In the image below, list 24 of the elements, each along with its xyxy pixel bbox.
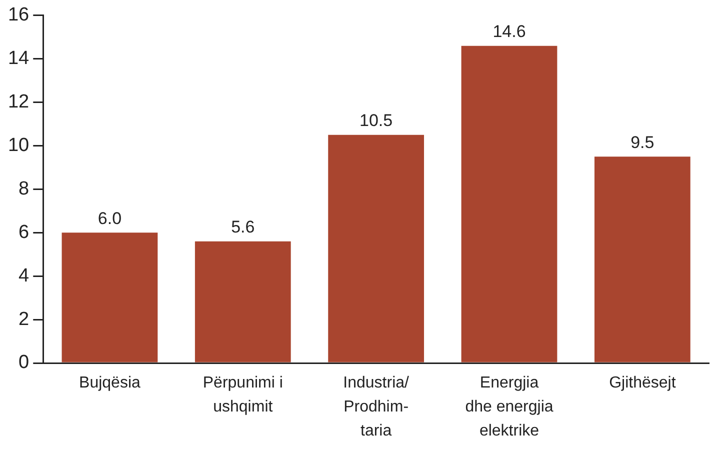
x-tick-label: Bujqësia [79, 374, 141, 392]
y-tick-label: 0 [18, 352, 30, 374]
x-tick-label: Industria/ Prodhim- taria [343, 374, 410, 440]
y-tick-label: 2 [18, 308, 30, 330]
bar [461, 46, 558, 362]
x-tick-label: Energjia dhe energjia elektrike [465, 374, 554, 440]
data-label: 9.5 [630, 132, 654, 152]
y-tick-label: 10 [8, 134, 30, 156]
bar [328, 134, 424, 362]
y-tick-label: 4 [18, 265, 30, 286]
data-label: 14.6 [492, 22, 526, 41]
bar [594, 156, 690, 362]
y-tick-label: 14 [8, 48, 30, 70]
bar [194, 241, 291, 362]
y-tick-label: 6 [18, 222, 30, 243]
y-tick-label: 12 [8, 92, 30, 113]
data-label: 5.6 [231, 218, 255, 237]
x-tick-label: Përpunimi i ushqimit [202, 374, 283, 416]
data-label: 10.5 [360, 111, 393, 130]
data-label: 6.0 [98, 208, 122, 228]
x-tick-label: Gjithësejt [609, 374, 676, 392]
bar [62, 232, 158, 362]
y-tick-label: 16 [8, 4, 30, 26]
y-tick-label: 8 [18, 178, 30, 200]
